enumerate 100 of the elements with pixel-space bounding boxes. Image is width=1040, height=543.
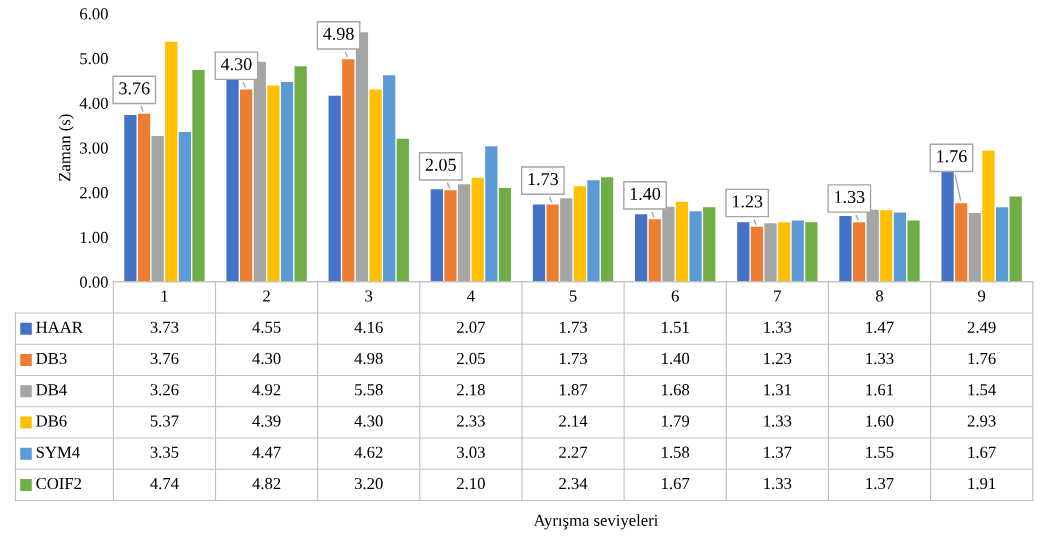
legend-label: COIF2: [36, 477, 82, 490]
y-tick-label: 6.00: [80, 8, 108, 20]
data-label: 1.51: [662, 321, 689, 333]
data-label: 1.33: [866, 352, 894, 365]
bar: [124, 115, 137, 282]
data-label: 4.82: [252, 477, 281, 490]
bar: [240, 89, 253, 282]
x-tick-label: 5: [569, 290, 577, 302]
bar: [532, 204, 546, 282]
x-tick-label: 3: [365, 290, 373, 302]
data-label: 1.61: [866, 384, 894, 396]
data-label: 1.76: [968, 352, 996, 365]
bar: [852, 222, 866, 282]
bar: [880, 210, 893, 282]
data-label: 1.33: [764, 415, 792, 427]
bar: [485, 146, 498, 282]
x-tick-label: 7: [774, 290, 782, 302]
data-label: 4.92: [252, 384, 281, 396]
bar: [791, 220, 804, 282]
bar: [635, 214, 648, 282]
data-label: 1.33: [764, 477, 792, 490]
bar: [648, 219, 661, 282]
bar: [893, 212, 907, 282]
bar: [396, 138, 409, 282]
data-label: 2.33: [457, 415, 485, 427]
annotation: 1.40: [630, 187, 661, 200]
bar: [675, 201, 689, 282]
bar: [369, 89, 382, 282]
bar: [226, 78, 239, 282]
bar: [750, 226, 764, 282]
bar: [457, 184, 471, 282]
data-label: 1.67: [968, 446, 996, 458]
data-label: 1.58: [662, 446, 690, 458]
bar: [267, 85, 280, 282]
legend-label: DB3: [36, 352, 67, 365]
legend-label: DB6: [36, 415, 67, 427]
data-label: 4.47: [252, 446, 281, 458]
bar: [689, 211, 702, 282]
annotation: 3.76: [119, 82, 150, 95]
x-tick-label: 2: [263, 290, 270, 302]
data-label: 1.55: [866, 446, 894, 458]
x-tick-label: 9: [978, 290, 986, 302]
data-label: 4.39: [252, 415, 281, 427]
bar: [941, 170, 954, 282]
x-tick-label: 1: [161, 290, 168, 302]
bar: [444, 190, 457, 282]
data-label: 1.31: [764, 384, 791, 396]
data-label: 1.67: [662, 477, 690, 490]
bar: [151, 136, 164, 282]
bar: [328, 95, 341, 282]
y-axis-title: Zaman (s): [58, 114, 74, 181]
bar: [955, 203, 968, 282]
data-label: 4.62: [354, 446, 383, 458]
data-label: 2.07: [457, 321, 485, 333]
data-label: 3.03: [457, 446, 485, 458]
bar: [764, 223, 777, 282]
legend-label: SYM4: [36, 446, 80, 458]
bar: [703, 207, 716, 282]
data-label: 3.26: [150, 384, 179, 396]
data-label: 1.73: [559, 352, 587, 365]
bar: [471, 177, 484, 282]
bar: [342, 59, 355, 282]
bar: [907, 220, 920, 282]
data-label: 2.18: [457, 384, 485, 396]
data-label: 1.37: [764, 446, 792, 458]
bar: [805, 222, 818, 282]
annotation: 1.73: [528, 173, 558, 186]
data-label: 1.47: [866, 321, 894, 333]
annotation: 1.76: [937, 150, 967, 163]
data-label: 3.76: [150, 352, 179, 365]
text: Ayrışma seviyeleri: [533, 514, 659, 530]
bar: [192, 69, 205, 282]
data-label: 2.93: [967, 415, 996, 427]
bar: [982, 150, 995, 282]
data-label: 2.27: [559, 446, 588, 458]
data-label: 1.37: [866, 477, 894, 490]
y-tick-label: 1.00: [80, 231, 108, 244]
data-label: 5.58: [355, 384, 383, 396]
data-label: 2.49: [967, 321, 996, 333]
data-label: 3.73: [150, 321, 179, 333]
y-tick-label: 2.00: [80, 187, 108, 199]
bar: [968, 212, 981, 282]
y-tick-label: 4.00: [79, 97, 108, 110]
x-tick-label: 8: [875, 290, 884, 302]
bar: [560, 198, 573, 282]
data-label: 2.34: [559, 477, 588, 490]
legend-label: DB4: [36, 384, 67, 396]
data-label: 4.55: [252, 321, 281, 333]
data-label: 1.68: [662, 384, 690, 396]
bar: [165, 41, 178, 282]
data-label: 2.14: [559, 415, 588, 427]
data-label: 4.98: [354, 352, 383, 365]
data-label: 1.33: [764, 321, 792, 333]
data-label: 4.16: [354, 321, 383, 333]
annotation: 1.23: [732, 195, 763, 208]
data-label: 1.60: [866, 415, 894, 427]
data-label: 4.30: [252, 352, 281, 365]
bar: [737, 222, 750, 282]
bar: [280, 81, 294, 282]
annotation: 2.05: [425, 158, 456, 171]
